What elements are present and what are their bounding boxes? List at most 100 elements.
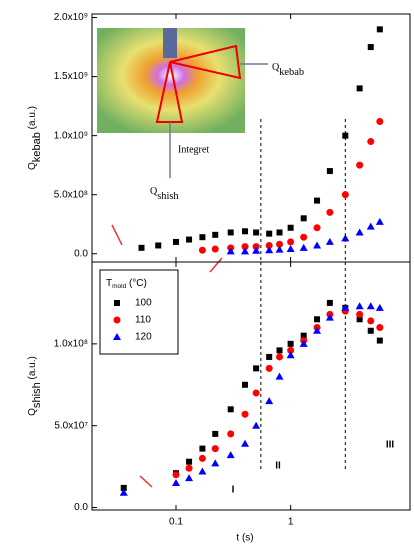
inset-label: Integret [178, 144, 209, 155]
marker [227, 229, 234, 236]
marker [241, 410, 249, 418]
marker [300, 215, 307, 222]
inset-label-main: Q [150, 186, 158, 197]
marker [299, 243, 308, 251]
marker [313, 326, 322, 334]
y-tick-label: 1.5x10⁹ [54, 71, 88, 82]
marker [276, 347, 283, 354]
inset-label-sub: kebab [279, 67, 304, 78]
marker [253, 365, 260, 372]
marker [265, 241, 273, 249]
marker [287, 346, 295, 354]
marker [252, 389, 260, 397]
marker [376, 117, 384, 125]
y-tick-label: 5.0x10⁷ [54, 420, 88, 431]
marker [376, 337, 383, 344]
y-tick-label: 2.0x10⁹ [54, 12, 88, 23]
marker [276, 240, 284, 248]
inset-label-main: Q [272, 62, 280, 73]
marker [341, 234, 350, 242]
marker [172, 478, 181, 486]
marker [265, 364, 273, 372]
x-axis-label: t (s) [236, 533, 253, 544]
marker [366, 302, 375, 310]
marker [265, 397, 274, 405]
marker [366, 222, 375, 230]
legend-title-main: T [106, 278, 112, 289]
marker [241, 247, 250, 255]
marker [356, 161, 364, 169]
marker [198, 246, 206, 254]
marker [355, 228, 364, 236]
marker [314, 197, 321, 204]
marker [341, 191, 349, 199]
marker [253, 229, 260, 236]
marker [226, 247, 235, 255]
y-axis-label: Qkebab (a.u.) [27, 106, 43, 170]
marker [341, 303, 350, 311]
marker [227, 430, 235, 438]
y-axis-label-suffix: (a.u.) [27, 356, 38, 382]
marker [313, 241, 322, 249]
marker [356, 310, 364, 318]
marker [212, 231, 219, 238]
marker [198, 454, 206, 462]
legend-title: Tmold (°C) [106, 278, 147, 290]
marker [300, 332, 307, 339]
inset-label: Qshish [150, 186, 179, 202]
marker [326, 208, 334, 216]
marker [265, 246, 274, 254]
marker [287, 340, 294, 347]
marker [375, 303, 384, 311]
marker [356, 85, 363, 92]
inset-label-sub: shish [157, 191, 179, 202]
marker [252, 243, 260, 251]
marker [252, 246, 261, 254]
x-tick-label: 1 [288, 517, 294, 528]
y-axis-label-main: Q [27, 162, 38, 170]
y-tick-label: 0.0 [74, 248, 88, 259]
plot-frame [91, 261, 411, 511]
marker [276, 353, 284, 361]
marker [120, 484, 127, 491]
region-label: III [386, 440, 395, 451]
marker [276, 229, 283, 236]
marker [211, 445, 219, 453]
legend-label: 100 [135, 298, 152, 309]
x-tick-label: 0.1 [169, 517, 183, 528]
marker [266, 230, 273, 237]
marker [300, 233, 308, 241]
marker [275, 372, 284, 380]
marker [227, 406, 234, 413]
marker [119, 488, 128, 496]
marker [211, 245, 219, 253]
marker [375, 217, 384, 225]
marker [313, 224, 321, 232]
marker [326, 299, 333, 306]
marker [299, 339, 308, 347]
legend-title-suffix: (°C) [126, 278, 147, 289]
marker [241, 243, 249, 251]
marker [199, 234, 206, 241]
inset-label: Qkebab [272, 62, 304, 78]
y-tick-label: 0.0 [74, 502, 88, 513]
y-axis-label-sub: kebab [31, 132, 43, 162]
region-label: II [275, 461, 281, 472]
marker [355, 302, 364, 310]
inset-image [97, 28, 268, 178]
marker [286, 245, 295, 253]
marker [342, 132, 349, 139]
legend-label: 120 [135, 332, 152, 343]
marker [376, 26, 383, 33]
marker [241, 439, 250, 447]
marker [356, 316, 363, 323]
marker [287, 238, 295, 246]
region-label: I [232, 485, 235, 496]
marker [326, 168, 333, 175]
legend-label: 110 [135, 315, 151, 326]
marker [198, 467, 207, 475]
marker [367, 138, 375, 146]
marker [226, 451, 235, 459]
y-tick-label: 1.0x10⁹ [54, 130, 88, 141]
